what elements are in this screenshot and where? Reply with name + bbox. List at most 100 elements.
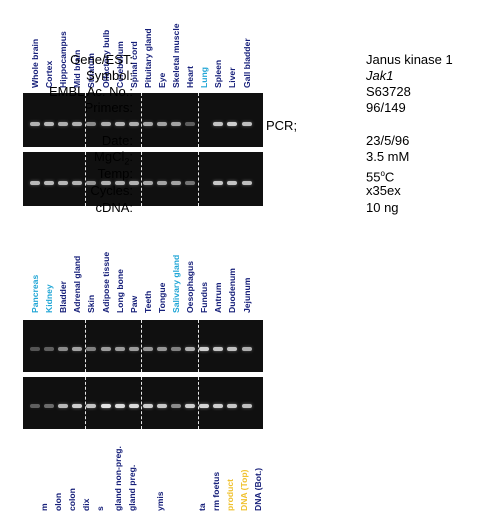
bottom-gel-1-band [142, 404, 153, 408]
bottom-gel-0-band [44, 347, 55, 351]
mgcl-label: MgCl2: [94, 148, 133, 171]
bottom-gel-1-divider [84, 377, 86, 429]
bottom-gel-1-band [156, 404, 167, 408]
top-lane-label: Hippocampus [58, 31, 69, 88]
bottom-gel-0-band [156, 347, 167, 351]
top-gel-1-divider [197, 152, 199, 206]
bottom-lane-label: Teeth [142, 290, 153, 313]
date-label: Date: [101, 133, 133, 148]
cutoff-lane-label: DNA (Top) [239, 469, 249, 511]
bottom-gel-1-band [44, 404, 55, 408]
bottom-gel-0-divider [84, 320, 86, 372]
bottom-gel-1-band [241, 404, 252, 408]
cutoff-lane-label: rm foetus [211, 471, 221, 511]
embl-label: EMBL Ac. No.: [48, 84, 133, 99]
top-gel-0-band [142, 122, 153, 126]
top-gel-0-band [128, 122, 139, 126]
date-value: 23/5/96 [366, 133, 410, 148]
bottom-gel-0-divider [197, 320, 199, 372]
bottom-lane-label: Oesophagus [185, 260, 196, 313]
top-lane-label: Gall bladder [241, 38, 252, 88]
bottom-lane-label: Paw [128, 295, 139, 313]
mgcl-label-text: MgCl [94, 149, 125, 164]
bottom-gel-lower [23, 377, 263, 429]
top-lane-label: Pituitary gland [142, 28, 153, 88]
primers-label: Primers: [84, 100, 133, 115]
bottom-gel-0-band [227, 347, 238, 351]
bottom-gel-0-band [142, 347, 153, 351]
cutoff-lane-label: m [39, 503, 49, 511]
bottom-lane-label: Bladder [58, 281, 69, 313]
cutoff-lane-label: ymis [155, 491, 165, 511]
bottom-lane-label: Adipose tissue [100, 251, 111, 313]
top-gel-1-band [128, 181, 139, 185]
bottom-gel-1-divider [197, 377, 199, 429]
top-gel-1-band [72, 181, 83, 185]
bottom-gel-1-band [58, 404, 69, 408]
top-gel-1-band [185, 181, 196, 185]
gene-label: Gene/EST: [70, 52, 133, 67]
cutoff-lane-label: s [95, 506, 105, 511]
bottom-gel-0-band [86, 347, 97, 351]
bottom-gel-0-band [72, 347, 83, 351]
top-gel-0-band [241, 122, 252, 126]
temp-unit: C [384, 169, 395, 185]
top-gel-0-divider [141, 93, 143, 147]
cutoff-lane-label: product [225, 479, 235, 511]
bottom-gel-0-band [100, 347, 111, 351]
bottom-gel-1-band [185, 404, 196, 408]
embl-value: S63728 [366, 84, 411, 99]
bottom-lane-label: Long bone [114, 269, 125, 313]
top-gel-0-band [171, 122, 181, 126]
bottom-gel-1-band [227, 404, 238, 408]
bottom-gel-0-band [199, 347, 210, 351]
bottom-gel-0-band [30, 347, 40, 351]
top-gel-0-band [58, 122, 69, 126]
cutoff-lane-label: ta [197, 503, 207, 511]
cutoff-lane-label: olon [53, 492, 63, 511]
top-lane-label: Lung [199, 67, 210, 88]
bottom-gel-0-band [128, 347, 139, 351]
bottom-gel-0-band [58, 347, 69, 351]
top-gel-lower [23, 152, 263, 206]
bottom-gel-0-band [114, 347, 125, 351]
top-gel-0-band [100, 122, 111, 126]
top-gel-0-band [86, 122, 97, 126]
top-gel-0-band [114, 122, 125, 126]
top-gel-1-divider [141, 152, 143, 206]
top-lane-label: Heart [185, 66, 196, 88]
mgcl-subscript: 2 [124, 156, 130, 167]
bottom-lane-label: Tongue [156, 282, 167, 313]
top-gel-0-band [213, 122, 224, 126]
bottom-gel-1-band [30, 404, 40, 408]
symbol-value: Jak1 [366, 68, 394, 83]
top-gel-1-band [241, 181, 252, 185]
top-gel-0-band [156, 122, 167, 126]
bottom-gel-1-band [128, 404, 139, 408]
top-lane-label: Liver [227, 67, 238, 88]
top-gel-1-band [171, 181, 181, 185]
top-lane-label: Whole brain [30, 38, 40, 88]
bottom-gel-1-band [171, 404, 181, 408]
top-gel-0-band [185, 122, 196, 126]
bottom-lane-label: Antrum [213, 282, 224, 313]
bottom-gel-1-band [114, 404, 125, 408]
bottom-lane-label: Jejunum [241, 277, 252, 313]
pcr-label: PCR; [266, 118, 298, 133]
mgcl-value: 3.5 mM [366, 149, 410, 164]
top-gel-0-divider [197, 93, 199, 147]
top-gel-0-band [30, 122, 40, 126]
cycles-label: Cycles: [90, 183, 133, 198]
temp-number: 55 [366, 169, 381, 185]
bottom-gel-1-band [213, 404, 224, 408]
cutoff-lane-label: dix [81, 498, 91, 511]
temp-label: Temp: [97, 166, 133, 181]
bottom-gel-1-band [199, 404, 210, 408]
top-gel-1-band [58, 181, 69, 185]
top-gel-1-band [44, 181, 55, 185]
top-gel-0-divider [84, 93, 86, 147]
top-gel-1-band [213, 181, 224, 185]
primers-value: 96/149 [366, 100, 406, 115]
bottom-lane-label: Fundus [199, 281, 210, 313]
